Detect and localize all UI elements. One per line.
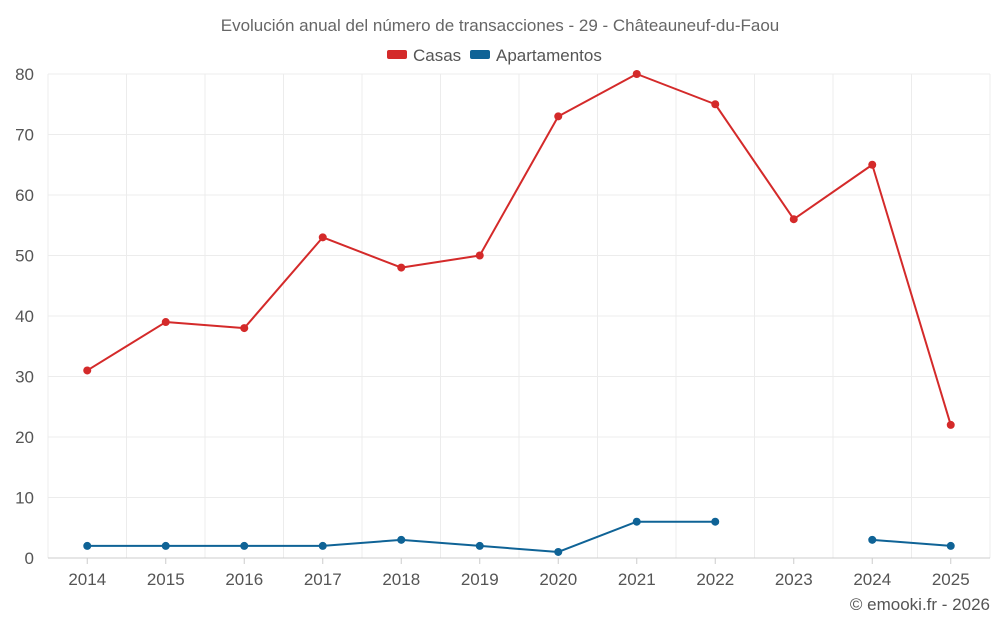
data-point-apartamentos-2016[interactable] xyxy=(240,541,249,550)
x-tick-label: 2015 xyxy=(147,570,185,589)
data-point-apartamentos-2015[interactable] xyxy=(161,541,170,550)
y-tick-label: 30 xyxy=(15,368,34,387)
data-point-apartamentos-2020[interactable] xyxy=(554,547,563,556)
legend: Casas Apartamentos xyxy=(387,46,602,65)
chart-title: Evolución anual del número de transaccio… xyxy=(221,16,780,35)
legend-item-casas[interactable]: Casas xyxy=(387,46,461,65)
data-point-casas-2022[interactable] xyxy=(711,100,720,109)
y-tick-label: 20 xyxy=(15,428,34,447)
x-tick-label: 2023 xyxy=(775,570,813,589)
series xyxy=(83,70,955,556)
x-tick-label: 2014 xyxy=(68,570,106,589)
data-point-casas-2020[interactable] xyxy=(554,112,563,121)
y-tick-label: 50 xyxy=(15,247,34,266)
x-tick-label: 2016 xyxy=(225,570,263,589)
x-tick-label: 2022 xyxy=(696,570,734,589)
grid-lines xyxy=(47,73,991,558)
x-tick-label: 2024 xyxy=(853,570,891,589)
x-tick-label: 2020 xyxy=(539,570,577,589)
legend-label-apartamentos: Apartamentos xyxy=(496,46,602,65)
series-line-apartamentos xyxy=(872,538,951,547)
data-point-casas-2025[interactable] xyxy=(946,420,955,429)
y-tick-label: 60 xyxy=(15,186,34,205)
credit-text: © emooki.fr - 2026 xyxy=(850,595,990,614)
x-tick-label: 2025 xyxy=(932,570,970,589)
y-tick-label: 10 xyxy=(15,489,34,508)
y-tick-label: 40 xyxy=(15,307,34,326)
legend-label-casas: Casas xyxy=(413,46,461,65)
data-point-apartamentos-2014[interactable] xyxy=(83,541,92,550)
series-apartamentos xyxy=(83,517,955,556)
y-tick-label: 0 xyxy=(25,549,34,568)
data-point-casas-2024[interactable] xyxy=(868,160,877,169)
data-point-apartamentos-2018[interactable] xyxy=(397,535,406,544)
data-point-casas-2019[interactable] xyxy=(475,251,484,260)
legend-swatch-apartamentos xyxy=(470,50,490,59)
legend-swatch-casas xyxy=(387,50,407,59)
data-point-apartamentos-2025[interactable] xyxy=(946,541,955,550)
data-point-apartamentos-2017[interactable] xyxy=(318,541,327,550)
data-point-casas-2016[interactable] xyxy=(240,324,249,333)
data-point-apartamentos-2021[interactable] xyxy=(632,517,641,526)
series-casas xyxy=(83,70,955,429)
x-tick-label: 2021 xyxy=(618,570,656,589)
y-tick-label: 80 xyxy=(15,65,34,84)
data-point-apartamentos-2024[interactable] xyxy=(868,535,877,544)
axes: 0 10 20 30 40 50 60 70 80 2014 2015 2016 2017 2018 201… xyxy=(15,65,990,589)
x-tick-label: 2017 xyxy=(304,570,342,589)
data-point-casas-2023[interactable] xyxy=(789,215,798,224)
x-tick-label: 2019 xyxy=(461,570,499,589)
data-point-apartamentos-2019[interactable] xyxy=(475,541,484,550)
data-point-casas-2015[interactable] xyxy=(161,318,170,327)
data-point-casas-2014[interactable] xyxy=(83,366,92,375)
data-point-casas-2021[interactable] xyxy=(632,70,641,78)
y-tick-label: 70 xyxy=(15,126,34,145)
data-point-casas-2018[interactable] xyxy=(397,263,406,272)
data-point-casas-2017[interactable] xyxy=(318,233,327,242)
series-line-casas xyxy=(86,73,952,426)
legend-item-apartamentos[interactable]: Apartamentos xyxy=(470,46,602,65)
data-point-apartamentos-2022[interactable] xyxy=(711,517,720,526)
x-tick-label: 2018 xyxy=(382,570,420,589)
